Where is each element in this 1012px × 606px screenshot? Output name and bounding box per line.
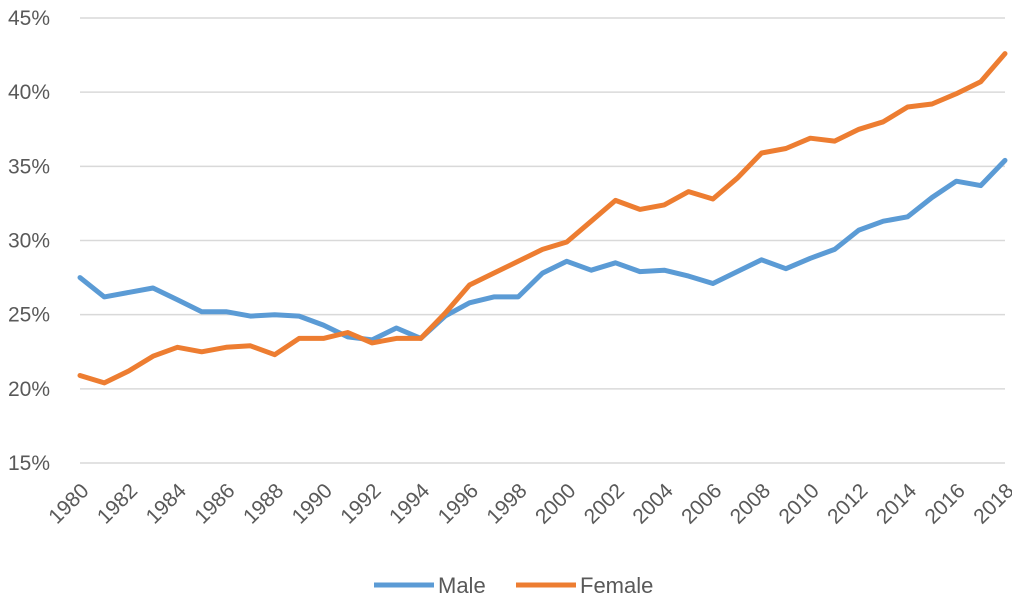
x-tick-label: 2002 [580, 479, 629, 528]
x-tick-label: 1996 [434, 479, 483, 528]
x-tick-label: 1994 [385, 479, 435, 529]
x-tick-label: 1988 [239, 479, 288, 528]
legend-label-male: Male [438, 573, 486, 598]
y-tick-label: 20% [8, 378, 50, 401]
x-tick-label: 1992 [336, 479, 385, 528]
x-tick-label: 2012 [823, 479, 872, 528]
gridlines [80, 17, 1005, 464]
y-tick-label: 35% [8, 155, 50, 178]
y-tick-label: 40% [8, 81, 50, 104]
y-tick-label: 45% [8, 7, 50, 30]
x-tick-label: 1984 [142, 479, 192, 529]
x-tick-label: 2014 [872, 479, 922, 529]
x-tick-label: 2016 [921, 479, 970, 528]
x-tick-label: 2000 [531, 479, 580, 528]
x-tick-label: 2006 [677, 479, 726, 528]
x-tick-label: 1982 [93, 479, 142, 528]
y-axis-ticks: 15% 20% 25% 30% 35% 40% 45% [8, 7, 50, 475]
x-tick-label: 1998 [482, 479, 531, 528]
series-line-female [77, 51, 1008, 386]
series-line-male [77, 157, 1008, 343]
x-tick-label: 1990 [288, 479, 337, 528]
x-tick-label: 1986 [190, 479, 239, 528]
y-tick-label: 15% [8, 452, 50, 475]
x-tick-label: 2018 [969, 479, 1012, 528]
x-tick-label: 2008 [726, 479, 775, 528]
legend-label-female: Female [580, 573, 653, 598]
x-tick-label: 1980 [44, 479, 93, 528]
x-axis-ticks: 1980 1982 1984 1986 1988 1990 1992 1994 1996 1998… [44, 479, 1012, 529]
y-tick-label: 25% [8, 304, 50, 327]
y-tick-label: 30% [8, 230, 50, 253]
series-lines [77, 51, 1008, 386]
x-tick-label: 2004 [628, 479, 678, 529]
legend: Male Female [374, 573, 653, 598]
x-tick-label: 2010 [775, 479, 824, 528]
